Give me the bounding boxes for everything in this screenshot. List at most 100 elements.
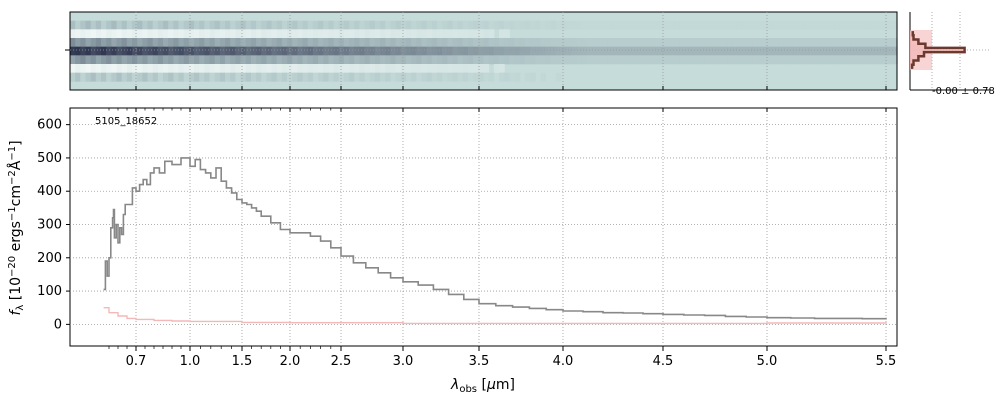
heatmap-cell: [421, 46, 428, 56]
heatmap-cell: [245, 20, 252, 30]
heatmap-cell: [230, 20, 236, 30]
heatmap-cell: [75, 55, 81, 65]
heatmap-cell: [209, 29, 216, 39]
heatmap-cell: [865, 20, 872, 30]
heatmap-cell: [395, 72, 402, 82]
heatmap-cell: [338, 72, 345, 82]
heatmap-cell: [462, 29, 469, 39]
heatmap-cell: [535, 38, 541, 47]
heatmap-cell: [157, 20, 164, 30]
heatmap-cell: [581, 55, 588, 65]
heatmap-cell: [349, 55, 355, 65]
heatmap-cell: [85, 55, 92, 65]
heatmap-cell: [328, 64, 335, 73]
heatmap-cell: [256, 38, 262, 47]
heatmap-cell: [648, 38, 655, 47]
heatmap-cell: [623, 55, 629, 65]
heatmap-cell: [173, 38, 180, 47]
heatmap-cell: [178, 46, 185, 56]
spectrum-x-tick-label: 3.5: [469, 354, 490, 369]
heatmap-cell: [571, 46, 578, 56]
heatmap-cell: [493, 38, 500, 47]
heatmap-cell: [343, 38, 350, 47]
heatmap-cell: [209, 55, 216, 65]
heatmap-cell: [152, 72, 159, 82]
heatmap-cell: [442, 20, 448, 30]
heatmap-cell: [121, 20, 128, 30]
heatmap-cell: [106, 64, 112, 73]
heatmap-cell: [369, 29, 376, 39]
heatmap-cell: [716, 55, 722, 65]
heatmap-cell: [855, 38, 862, 47]
spectrum-y-tick-label: 300: [37, 218, 62, 233]
heatmap-cell: [467, 64, 474, 73]
heatmap-cell: [354, 20, 361, 30]
heatmap-cell: [643, 20, 650, 30]
histogram-bar: [910, 60, 914, 65]
heatmap-cell: [483, 64, 490, 73]
heatmap-cell: [152, 46, 159, 56]
heatmap-cell: [390, 72, 397, 82]
heatmap-cell: [819, 55, 826, 65]
heatmap-cell: [628, 20, 634, 30]
heatmap-cell: [478, 29, 485, 39]
heatmap-cell: [354, 72, 361, 82]
heatmap-cell: [576, 38, 583, 47]
histogram-bar: [910, 43, 926, 48]
heatmap-cell: [95, 38, 102, 47]
heatmap-cell: [819, 38, 826, 47]
heatmap-cell: [736, 38, 743, 47]
heatmap-cell: [405, 46, 412, 56]
heatmap-cell: [829, 46, 836, 56]
heatmap-cell: [514, 38, 521, 47]
heatmap-cell: [561, 55, 567, 65]
heatmap-cell: [478, 64, 485, 73]
heatmap-cell: [380, 46, 386, 56]
heatmap-cell: [271, 46, 278, 56]
heatmap-cell: [845, 46, 852, 56]
heatmap-cell: [338, 38, 345, 47]
heatmap-cell: [225, 38, 231, 47]
heatmap-cell: [617, 38, 624, 47]
heatmap-cell: [390, 55, 397, 65]
heatmap-cell: [664, 20, 671, 30]
heatmap-cell: [240, 64, 247, 73]
heatmap-cell: [824, 38, 831, 47]
heatmap-cell: [302, 46, 309, 56]
heatmap-cell: [380, 29, 386, 39]
heatmap-cell: [302, 55, 309, 65]
heatmap-cell: [245, 55, 252, 65]
heatmap-cell: [307, 29, 314, 39]
heatmap-cell: [307, 20, 314, 30]
heatmap-cell: [116, 20, 123, 30]
heatmap-cell: [364, 38, 371, 47]
heatmap-cell: [447, 55, 454, 65]
heatmap-cell: [504, 46, 510, 56]
heatmap-cell: [271, 64, 278, 73]
heatmap-cell: [152, 55, 159, 65]
heatmap-cell: [638, 20, 645, 30]
heatmap-cell: [752, 38, 759, 47]
heatmap-cell: [499, 64, 505, 73]
heatmap-cell: [778, 38, 784, 47]
heatmap-cell: [612, 55, 619, 65]
heatmap-cell: [80, 38, 87, 47]
heatmap-cell: [623, 20, 629, 30]
spectrum-error-line: [103, 307, 887, 325]
heatmap-cell: [602, 38, 609, 47]
heatmap-cell: [860, 38, 867, 47]
heatmap-cell: [188, 38, 195, 47]
heatmap-cell: [819, 20, 826, 30]
heatmap-cell: [695, 20, 702, 30]
heatmap-cell: [721, 55, 728, 65]
heatmap-cell: [442, 55, 448, 65]
heatmap-cell: [757, 38, 764, 47]
heatmap-cell: [731, 55, 738, 65]
heatmap-cell: [70, 38, 76, 47]
heatmap-cell: [250, 46, 257, 56]
heatmap-cell: [447, 20, 454, 30]
heatmap-cell: [561, 38, 567, 47]
heatmap-cell: [245, 64, 252, 73]
heatmap-cell: [385, 72, 392, 82]
heatmap-cell: [318, 38, 324, 47]
